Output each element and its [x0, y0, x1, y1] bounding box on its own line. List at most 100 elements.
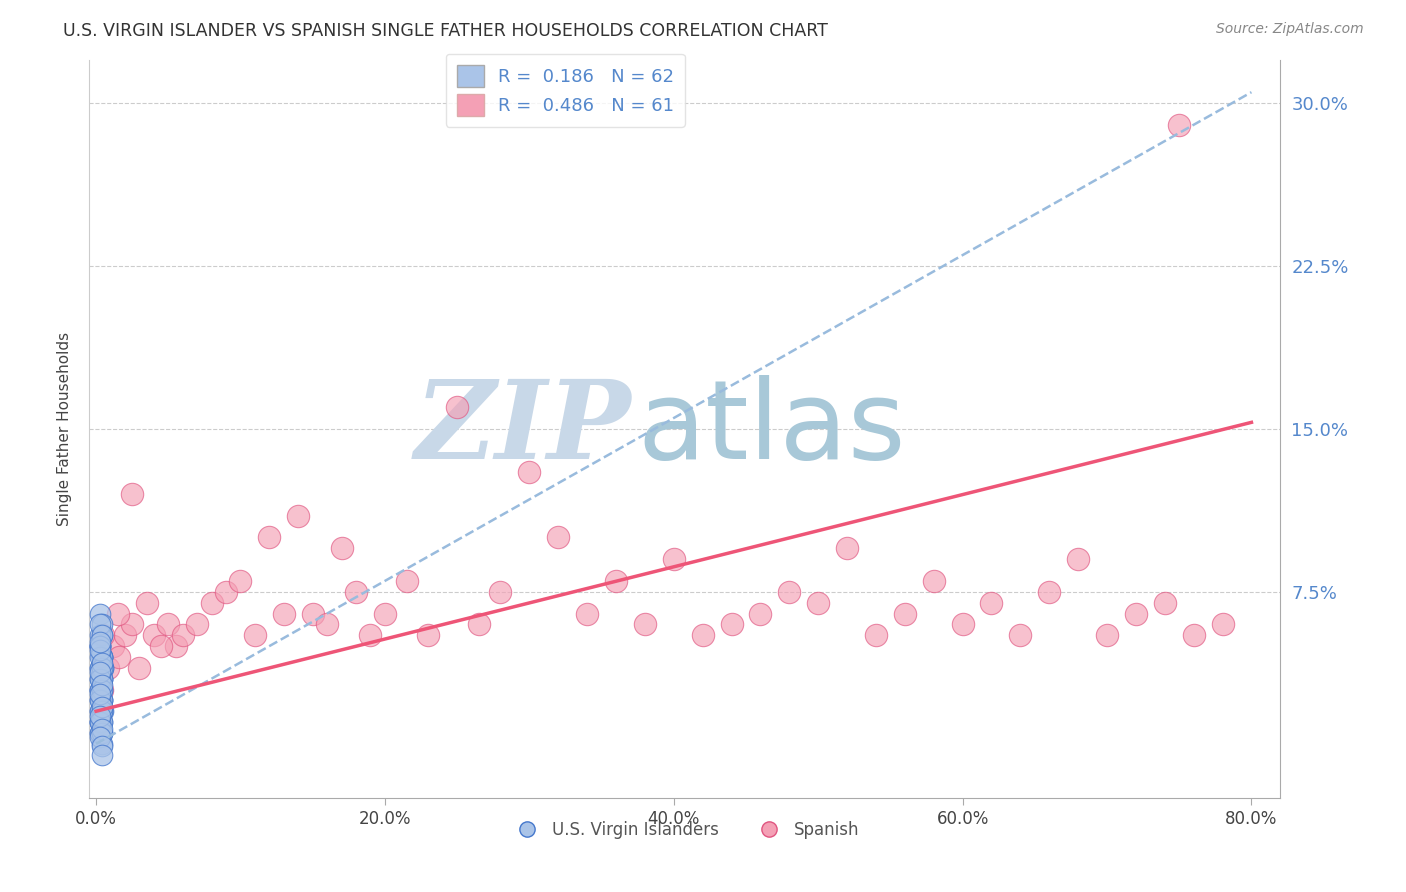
Point [576, 607, 599, 621]
Point [243, 628, 266, 642]
Point [1168, 118, 1191, 132]
Point [90, 628, 112, 642]
Point [91, 661, 114, 675]
Point [89, 639, 111, 653]
Point [807, 596, 830, 610]
Point [922, 574, 945, 588]
Point [1038, 584, 1060, 599]
Point [89, 708, 111, 723]
Point [89, 715, 111, 730]
Point [90, 726, 112, 740]
Text: ZIP: ZIP [415, 376, 631, 483]
Point [186, 617, 208, 632]
Point [165, 639, 187, 653]
Point [89, 628, 111, 642]
Point [1067, 552, 1090, 566]
Point [1212, 617, 1234, 632]
Point [273, 607, 295, 621]
Point [90, 649, 112, 664]
Point [90, 722, 112, 736]
Point [90, 715, 112, 730]
Point [128, 661, 150, 675]
Point [90, 628, 112, 642]
Point [89, 672, 111, 686]
Point [894, 607, 917, 621]
Point [114, 628, 136, 642]
Point [634, 617, 657, 632]
Point [662, 552, 685, 566]
Point [89, 682, 111, 697]
Point [135, 596, 157, 610]
Point [89, 687, 111, 701]
Point [344, 584, 367, 599]
Point [1125, 607, 1147, 621]
Point [89, 634, 111, 648]
Point [90, 649, 112, 664]
Point [1095, 628, 1118, 642]
Point [89, 693, 111, 707]
Point [952, 617, 974, 632]
Point [90, 657, 112, 671]
Point [90, 704, 112, 718]
Point [89, 715, 111, 730]
Point [287, 508, 309, 523]
Point [201, 596, 224, 610]
Point [107, 607, 129, 621]
Point [89, 639, 111, 653]
Point [229, 574, 252, 588]
Text: U.S. VIRGIN ISLANDER VS SPANISH SINGLE FATHER HOUSEHOLDS CORRELATION CHART: U.S. VIRGIN ISLANDER VS SPANISH SINGLE F… [63, 22, 828, 40]
Point [90, 682, 112, 697]
Point [90, 672, 112, 686]
Point [90, 649, 112, 664]
Text: atlas: atlas [637, 376, 905, 483]
Point [90, 704, 112, 718]
Point [90, 715, 112, 730]
Point [90, 699, 112, 714]
Point [89, 682, 111, 697]
Point [89, 693, 111, 707]
Point [89, 617, 111, 632]
Point [91, 704, 114, 718]
Point [89, 665, 111, 680]
Point [150, 639, 173, 653]
Point [89, 731, 111, 745]
Point [778, 584, 800, 599]
Point [359, 628, 381, 642]
Point [90, 693, 112, 707]
Point [142, 628, 165, 642]
Point [720, 617, 742, 632]
Point [90, 693, 112, 707]
Point [692, 628, 714, 642]
Point [89, 726, 111, 740]
Point [89, 704, 111, 718]
Point [89, 639, 111, 653]
Point [316, 617, 339, 632]
Point [1010, 628, 1032, 642]
Point [605, 574, 627, 588]
Point [89, 661, 111, 675]
Point [172, 628, 194, 642]
Point [90, 672, 112, 686]
Point [374, 607, 396, 621]
Point [90, 672, 112, 686]
Point [418, 628, 440, 642]
Point [91, 628, 114, 642]
Legend: U.S. Virgin Islanders, Spanish: U.S. Virgin Islanders, Spanish [503, 814, 866, 846]
Point [89, 726, 111, 740]
Point [1182, 628, 1205, 642]
Y-axis label: Single Father Households: Single Father Households [58, 332, 72, 526]
Point [89, 704, 111, 718]
Point [89, 639, 111, 653]
Point [90, 678, 112, 692]
Point [90, 649, 112, 664]
Point [259, 531, 281, 545]
Point [330, 541, 353, 556]
Point [90, 693, 112, 707]
Point [90, 661, 112, 675]
Point [90, 682, 112, 697]
Point [980, 596, 1002, 610]
Point [103, 639, 125, 653]
Point [749, 607, 772, 621]
Point [89, 649, 111, 664]
Point [468, 617, 491, 632]
